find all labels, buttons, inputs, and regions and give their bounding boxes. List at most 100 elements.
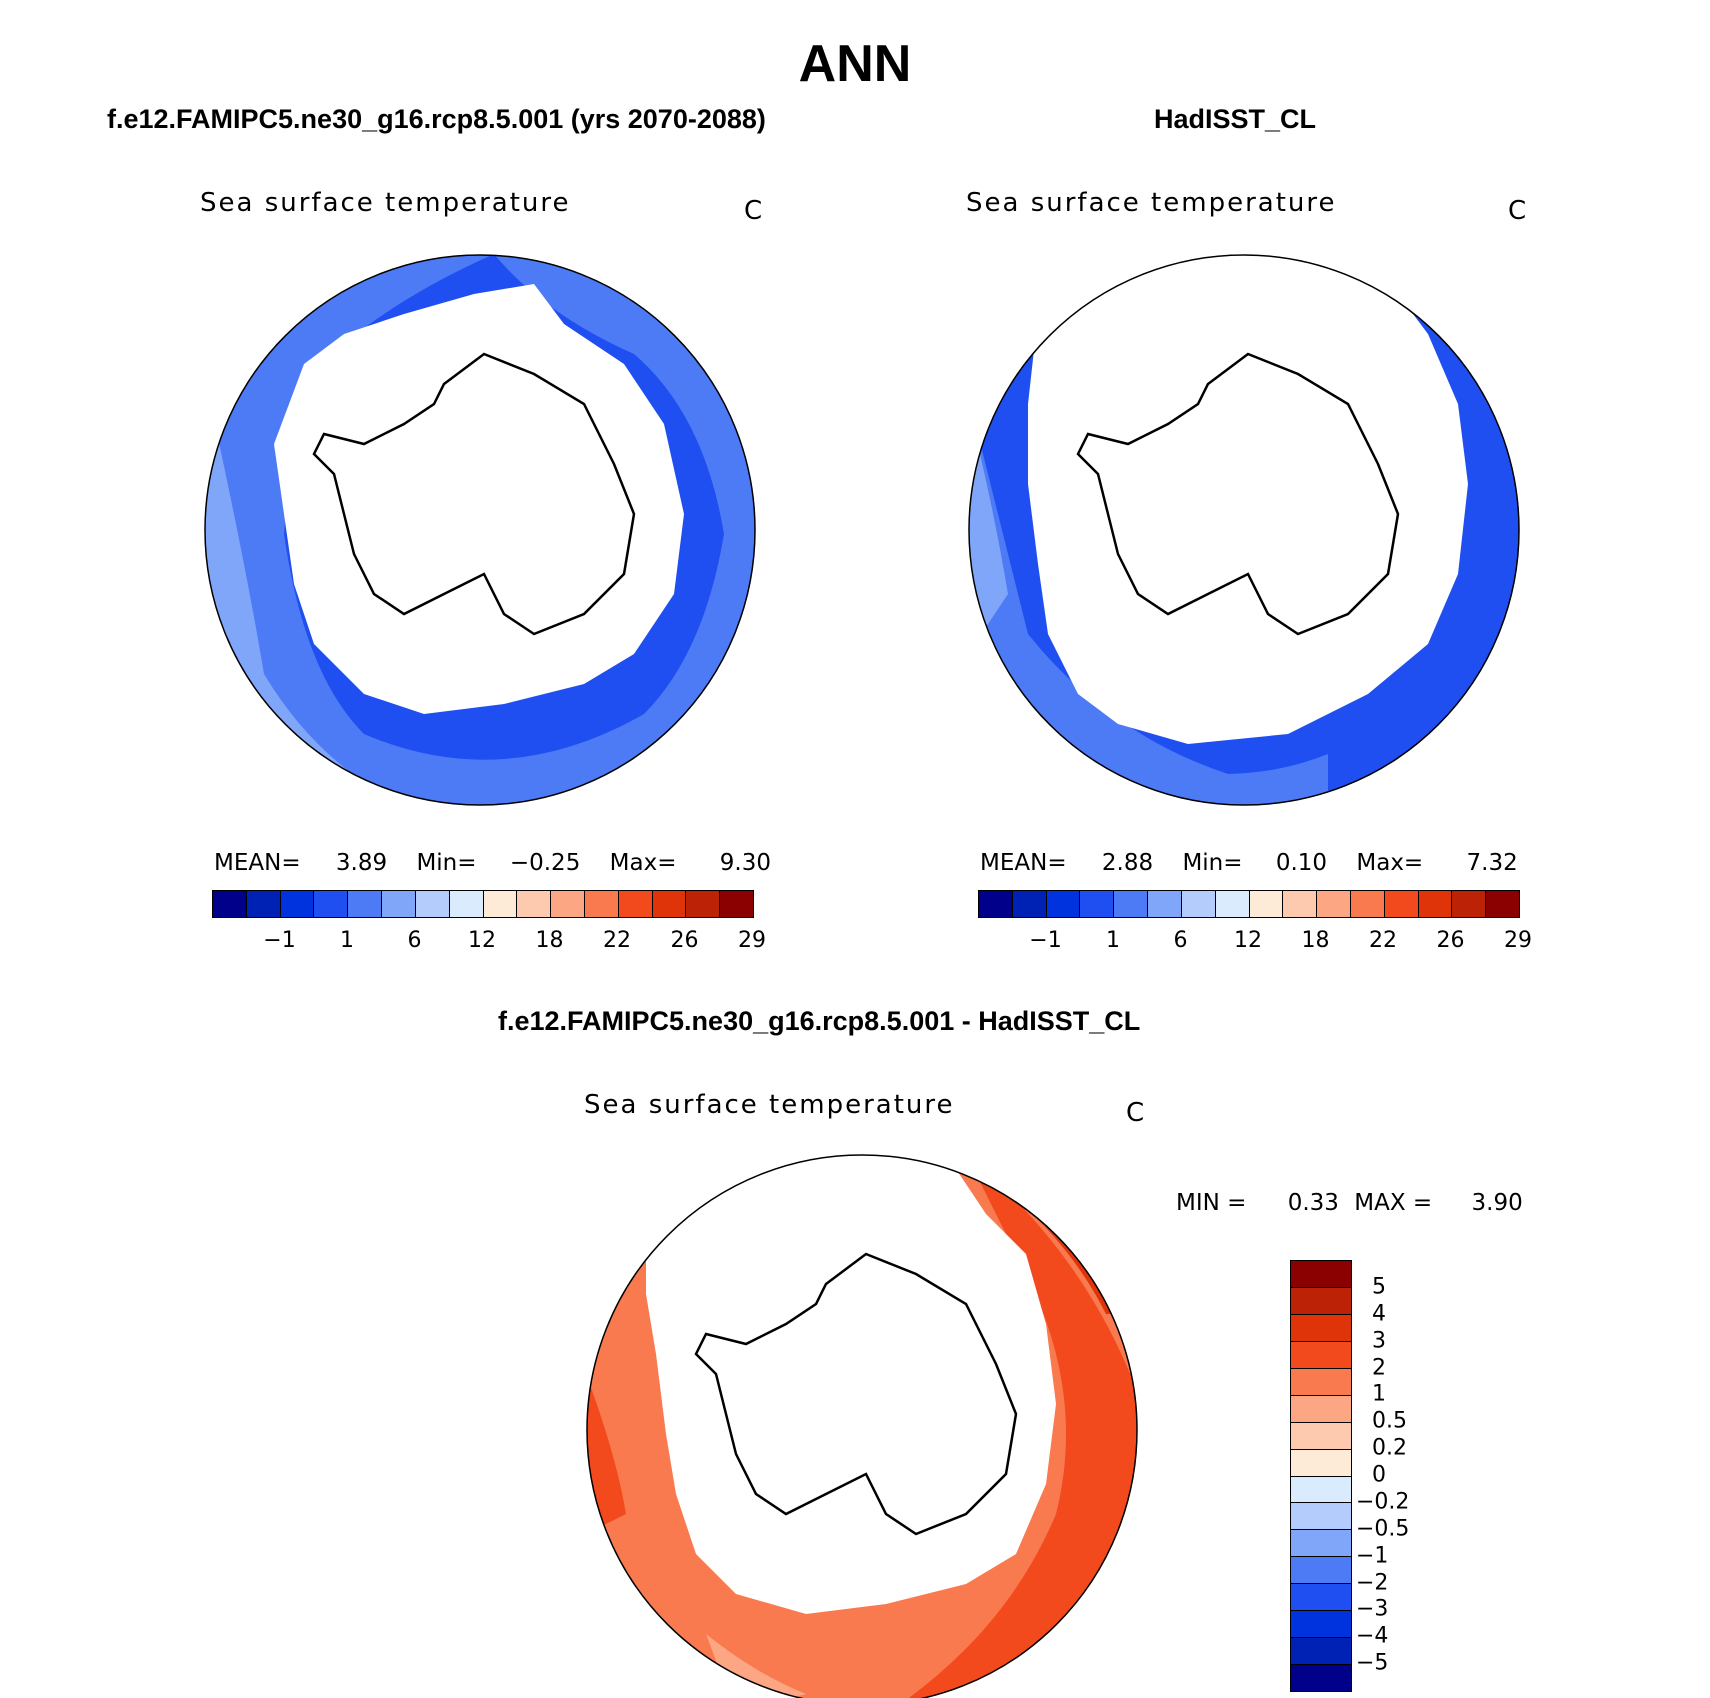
panel1-colorbar-tick-label: 29 [738, 928, 766, 953]
panel3-units: C [1126, 1098, 1145, 1128]
panel1-colorbar-box [213, 891, 247, 917]
panel2-colorbar-box [1012, 891, 1047, 917]
panel2-colorbar-box [1114, 891, 1149, 917]
panel3-colorbar-box [1291, 1638, 1351, 1666]
panel3-colorbar-tick-label: 1 [1372, 1381, 1386, 1407]
panel3-colorbar-tick-label: −3 [1356, 1596, 1389, 1622]
panel1-variable: Sea surface temperature [200, 188, 571, 218]
panel1-colorbar-tick-label: 6 [407, 928, 422, 953]
panel3-colorbar-box [1291, 1503, 1351, 1531]
panel3-variable: Sea surface temperature [584, 1090, 955, 1120]
panel3-colorbar-tick-label: 0.2 [1372, 1435, 1407, 1461]
panel3-colorbar-tick-label: 4 [1372, 1301, 1386, 1327]
panel2-colorbar-tick-label: 6 [1173, 928, 1188, 953]
panel2-colorbar-box [1384, 891, 1419, 917]
panel3-colorbar-box [1291, 1530, 1351, 1558]
panel1-colorbar-tick-label: 18 [535, 928, 564, 953]
panel3-colorbar-tick-label: 2 [1372, 1355, 1386, 1380]
panel2-colorbar-tick-label: −1 [1029, 928, 1062, 953]
panel3-colorbar-ticks: 5 4 3 2 1 0.5 0.2 0 −0.2 −0.5 −1 −2 −3 −4 −5 [1356, 1260, 1442, 1690]
panel2-colorbar-box [1418, 891, 1453, 917]
panel2-colorbar-box [1215, 891, 1250, 917]
panel3-colorbar-tick-label: −1 [1356, 1543, 1389, 1569]
panel1-colorbar-tick-label: 1 [340, 928, 354, 953]
panel1-colorbar-tick-label: −1 [263, 928, 296, 953]
panel1-colorbar-box [314, 891, 349, 917]
panel2-colorbar-tick-label: 29 [1504, 928, 1532, 953]
panel3-colorbar-tick-label: 0.5 [1372, 1408, 1407, 1434]
panel1-colorbar-tick-label: 12 [468, 928, 496, 953]
panel2-colorbar-tick-label: 26 [1436, 928, 1465, 953]
panel1-colorbar-box [415, 891, 450, 917]
figure-title: ANN [798, 35, 912, 93]
panel1-units: C [744, 196, 763, 226]
panel1-map [204, 254, 756, 806]
panel3-colorbar-box [1291, 1341, 1351, 1369]
panel2-colorbar-box [1486, 891, 1519, 917]
panel1-colorbar-box [584, 891, 619, 917]
panel3-colorbar-tick-label: −4 [1356, 1623, 1389, 1649]
panel3-colorbar-box [1291, 1287, 1351, 1315]
panel1-colorbar-tick-label: 22 [603, 928, 631, 953]
panel2-colorbar-box [1350, 891, 1385, 917]
panel2-colorbar-tick-label: 1 [1106, 928, 1120, 953]
panel1-colorbar-box [348, 891, 383, 917]
panel3-colorbar-box [1291, 1557, 1351, 1585]
panel2-stats: MEAN= 2.88 Min= 0.10 Max= 7.32 [980, 850, 1518, 876]
panel1-colorbar-box [720, 891, 753, 917]
panel3-colorbar-box [1291, 1261, 1351, 1288]
panel2-colorbar-box [1452, 891, 1487, 917]
panel2-colorbar-box [1283, 891, 1318, 917]
panel3-colorbar-box [1291, 1395, 1351, 1423]
panel2-colorbar-ticks: −1 1 6 12 18 22 26 29 [978, 928, 1532, 958]
panel3-stats: MIN = 0.33 MAX = 3.90 [1176, 1190, 1523, 1216]
panel2-colorbar-box [1046, 891, 1081, 917]
panel3-colorbar-box [1291, 1314, 1351, 1342]
panel2-colorbar-box [1080, 891, 1115, 917]
panel3-colorbar-tick-label: 3 [1372, 1328, 1386, 1354]
panel2-colorbar-box [1249, 891, 1284, 917]
panel3-colorbar-tick-label: 5 [1372, 1274, 1386, 1300]
panel3-colorbar-box [1291, 1584, 1351, 1612]
panel2-colorbar-tick-label: 22 [1369, 928, 1397, 953]
panel1-colorbar-box [382, 891, 416, 917]
panel2-variable: Sea surface temperature [966, 188, 1337, 218]
panel1-colorbar-box [686, 891, 721, 917]
panel1-colorbar-box [517, 891, 552, 917]
panel3-colorbar [1290, 1260, 1352, 1692]
panel3-colorbar-box [1291, 1476, 1351, 1504]
panel3-colorbar-box [1291, 1611, 1351, 1639]
panel2-colorbar [978, 890, 1520, 918]
panel2-colorbar-box [1181, 891, 1216, 917]
panel1-colorbar-tick-label: 26 [670, 928, 699, 953]
panel2-colorbar-box [1148, 891, 1182, 917]
panel2-colorbar-tick-label: 12 [1234, 928, 1262, 953]
panel1-colorbar-box [652, 891, 687, 917]
panel1-colorbar-box [246, 891, 281, 917]
panel3-colorbar-tick-label: −2 [1356, 1570, 1389, 1595]
panel1-colorbar [212, 890, 754, 918]
panel3-map [586, 1154, 1138, 1698]
panel3-colorbar-tick-label: −0.2 [1356, 1489, 1410, 1515]
panel1-title: f.e12.FAMIPC5.ne30_g16.rcp8.5.001 (yrs 2… [107, 104, 766, 134]
panel2-colorbar-box [979, 891, 1013, 917]
panel1-colorbar-ticks: −1 1 6 12 18 22 26 29 [212, 928, 766, 958]
panel1-colorbar-box [618, 891, 653, 917]
panel1-stats: MEAN= 3.89 Min= −0.25 Max= 9.30 [214, 850, 771, 876]
panel2-colorbar-tick-label: 18 [1301, 928, 1330, 953]
panel3-colorbar-tick-label: 0 [1372, 1462, 1386, 1488]
panel2-map [968, 254, 1520, 806]
panel2-title: HadISST_CL [1154, 104, 1317, 134]
panel3-colorbar-tick-label: −0.5 [1356, 1516, 1410, 1542]
panel3-colorbar-box [1291, 1665, 1351, 1691]
panel3-colorbar-tick-label: −5 [1356, 1650, 1389, 1676]
panel1-colorbar-box [280, 891, 315, 917]
panel2-units: C [1508, 196, 1527, 226]
panel3-colorbar-box [1291, 1368, 1351, 1396]
panel1-colorbar-box [551, 891, 585, 917]
panel3-title: f.e12.FAMIPC5.ne30_g16.rcp8.5.001 - HadI… [498, 1006, 1141, 1036]
panel1-colorbar-box [449, 891, 484, 917]
panel3-colorbar-box [1291, 1422, 1351, 1450]
panel2-colorbar-box [1317, 891, 1351, 917]
panel3-colorbar-box [1291, 1449, 1351, 1477]
